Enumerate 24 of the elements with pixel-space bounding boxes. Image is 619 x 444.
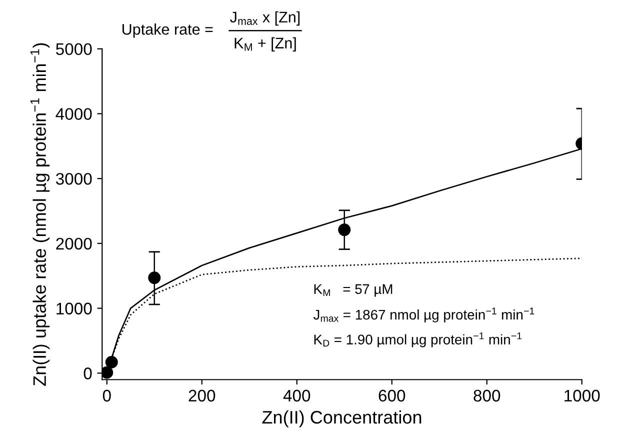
y-tick-label: 3000 bbox=[56, 172, 92, 185]
point bbox=[338, 224, 351, 236]
annotation: K$_{M}$ + [Zn] bbox=[234, 37, 296, 52]
annotation: K$_{D}$ = 1.90 µmol µg protein$^{−1}$ min$^{−1}$ bbox=[314, 332, 522, 348]
point bbox=[102, 366, 114, 379]
text: J$_{max}$ x [Zn] bbox=[230, 11, 300, 26]
y-tick-label: 4000 bbox=[56, 108, 92, 120]
point bbox=[105, 356, 118, 368]
text: Uptake rate = bbox=[122, 24, 213, 38]
x-tick-label: 600 bbox=[378, 390, 406, 402]
y-tick-label: 0 bbox=[84, 368, 92, 380]
x-tick-label: 400 bbox=[283, 390, 310, 402]
y-axis-title: Zn(II) uptake rate (nmol µg protein$^{−1}$ min$^{−1}$) bbox=[30, 43, 50, 386]
x-tick-label: 200 bbox=[188, 390, 216, 402]
x-axis-title: Zn(II) Concentration bbox=[262, 410, 422, 428]
y-tick-label: 2000 bbox=[56, 238, 92, 250]
x-tick-label: 800 bbox=[474, 390, 500, 402]
annotation: J$_{max}$ = 1867 nmol µg protein$^{−1}$ min$^{−1}$ bbox=[313, 308, 534, 322]
x-tick-label: 1000 bbox=[564, 390, 600, 402]
text: K$_{M}$ = 57 µM bbox=[314, 284, 392, 297]
y-tick-label: 1000 bbox=[56, 302, 92, 314]
y-tick-label: 5000 bbox=[56, 43, 92, 56]
x-tick-label: 0 bbox=[102, 390, 111, 402]
point bbox=[148, 272, 161, 284]
